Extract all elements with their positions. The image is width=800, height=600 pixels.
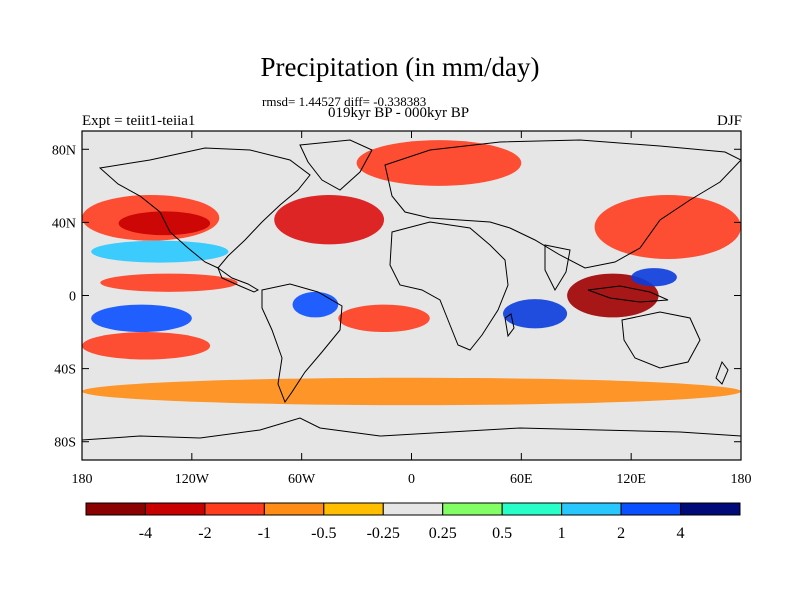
colorbar-swatch <box>263 502 325 516</box>
map-title: Precipitation (in mm/day) <box>260 52 540 82</box>
anomaly-region-amazon-wetting <box>292 291 339 318</box>
coastline-south-america <box>261 283 343 404</box>
lon-tick-label: 60E <box>510 472 533 487</box>
colorbar-swatch <box>323 502 384 516</box>
coastline-africa <box>389 221 509 351</box>
anomaly-region-pacific-wetting-north <box>91 240 229 263</box>
coastline-eurasia <box>384 139 741 269</box>
colorbar-swatch <box>620 502 682 516</box>
colorbar: -4 -2 -1 -0.5 -0.25 0.25 0.5 1 2 4 <box>85 502 741 542</box>
lat-tick-label: 0 <box>69 290 76 305</box>
colorbar-label: -0.25 <box>367 525 400 542</box>
colorbar-swatch <box>382 502 444 516</box>
colorbar-swatch <box>561 502 622 516</box>
anomaly-region-indian-ocean-wetting <box>503 299 568 329</box>
experiment-label: Expt = teiit1-teiia1 <box>82 113 196 129</box>
coastline-maritime <box>587 285 669 303</box>
anomaly-regions <box>82 140 741 406</box>
colorbar-swatch <box>85 502 146 516</box>
lat-tick-label: 80S <box>54 436 76 451</box>
stats-line: rmsd= 1.44527 diff= -0.338383 <box>262 94 427 109</box>
coastline-central-america <box>216 266 260 293</box>
colorbar-label: -1 <box>258 525 271 542</box>
anomaly-region-south-pacific-wetting <box>91 304 192 333</box>
anomaly-region-south-atlantic-drying <box>338 304 430 333</box>
colorbar-label: 0.25 <box>429 525 457 542</box>
coastlines <box>82 139 741 441</box>
anomaly-region-south-pacific-drying <box>82 332 211 360</box>
coastline-new-zealand <box>715 360 729 385</box>
anomaly-region-southern-ocean-drying <box>82 377 741 406</box>
lon-tick-label: 180 <box>72 472 93 487</box>
anomaly-region-asia-pacific-drying <box>594 194 741 259</box>
lat-tick-label: 40S <box>54 363 76 378</box>
lon-tick-label: 180 <box>731 472 752 487</box>
anomaly-region-arctic-atlantic-drying <box>356 140 522 186</box>
lat-tick-label: 40N <box>52 216 76 231</box>
coastline-madagascar <box>504 313 515 338</box>
colorbar-swatch <box>144 502 206 516</box>
colorbar-label: 4 <box>677 525 685 542</box>
coastline-greenland <box>299 139 373 191</box>
colorbar-label: 0.5 <box>492 525 512 542</box>
anomaly-region-equatorial-pacific-drying <box>100 273 238 292</box>
lon-tick-label: 120E <box>616 472 646 487</box>
colorbar-swatch <box>204 502 265 516</box>
colorbar-label: 1 <box>558 525 566 542</box>
colorbar-label: -4 <box>139 525 152 542</box>
colorbar-label: -2 <box>198 525 211 542</box>
coastline-australia <box>621 311 701 369</box>
coastline-antarctica <box>82 417 741 441</box>
coastline-north-america <box>98 147 311 269</box>
colorbar-swatch <box>442 502 503 516</box>
lat-tick-label: 80N <box>52 143 76 158</box>
colorbar-swatch <box>501 502 563 516</box>
anomaly-region-maritime-continent-drying <box>567 273 659 318</box>
colorbar-label: -0.5 <box>311 525 336 542</box>
period-line: 019kyr BP - 000kyr BP <box>328 105 470 121</box>
coastline-india <box>544 244 571 292</box>
colorbar-label: 2 <box>617 525 625 542</box>
anomaly-region-west-pacific-wetting <box>631 268 677 287</box>
lon-tick-label: 60W <box>288 472 316 487</box>
anomaly-region-north-pacific-core <box>118 211 211 236</box>
season-label: DJF <box>716 113 742 129</box>
lon-tick-label: 0 <box>408 472 415 487</box>
lon-tick-label: 120W <box>175 472 210 487</box>
map-axes: 80N 40N 0 40S 80S 180 120W 60W 0 60E 120E 180 <box>52 131 752 487</box>
anomaly-region-north-atlantic-core <box>274 194 385 245</box>
colorbar-swatch <box>680 502 741 516</box>
